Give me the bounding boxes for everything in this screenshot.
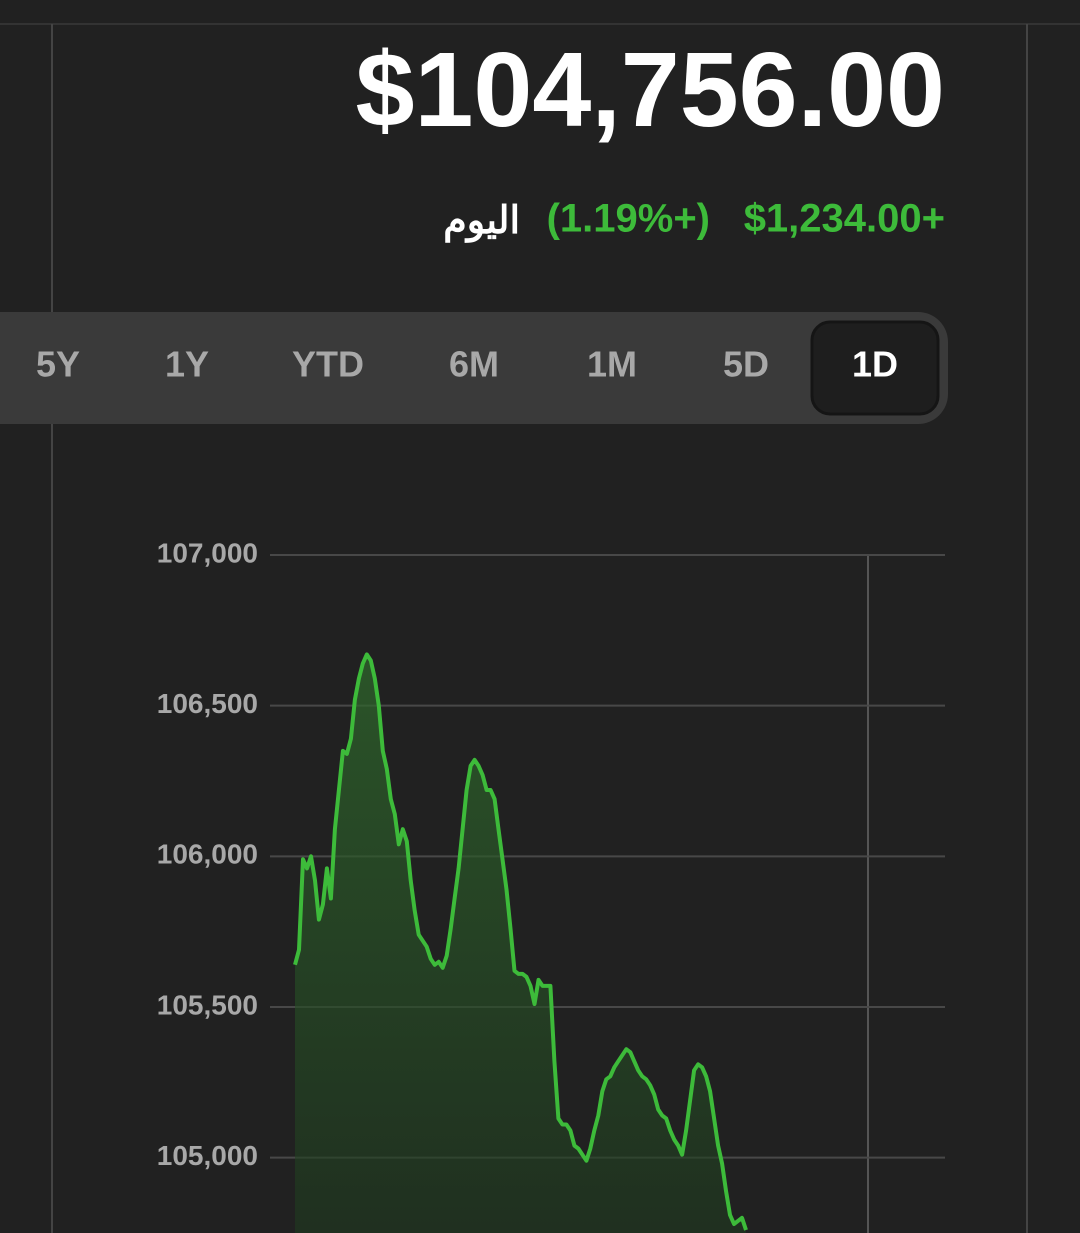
y-tick-label: 105,000 xyxy=(157,1140,258,1171)
tab[interactable]: 1Y xyxy=(165,344,209,385)
tab-selected-bg xyxy=(810,320,940,416)
tab-bar xyxy=(0,312,948,424)
tab[interactable]: 5D xyxy=(723,344,769,385)
tab[interactable]: 5Y xyxy=(36,344,80,385)
price: $104,756.00 xyxy=(356,31,945,149)
y-tick-label: 107,000 xyxy=(157,537,258,568)
tab[interactable]: YTD xyxy=(292,344,364,385)
y-tick-label: 106,000 xyxy=(157,839,258,870)
change-percent: (1.19%+) xyxy=(547,197,710,241)
tab[interactable]: 1M xyxy=(587,344,637,385)
price-line xyxy=(293,652,748,1231)
change-amount: $1,234.00+ xyxy=(744,197,945,241)
area-fill xyxy=(295,654,746,1233)
tab[interactable]: 6M xyxy=(449,344,499,385)
y-tick-label: 106,500 xyxy=(157,688,258,719)
y-tick-label: 105,500 xyxy=(157,989,258,1020)
tab[interactable]: 1D xyxy=(852,344,898,385)
period-label: اليوم xyxy=(443,200,520,243)
